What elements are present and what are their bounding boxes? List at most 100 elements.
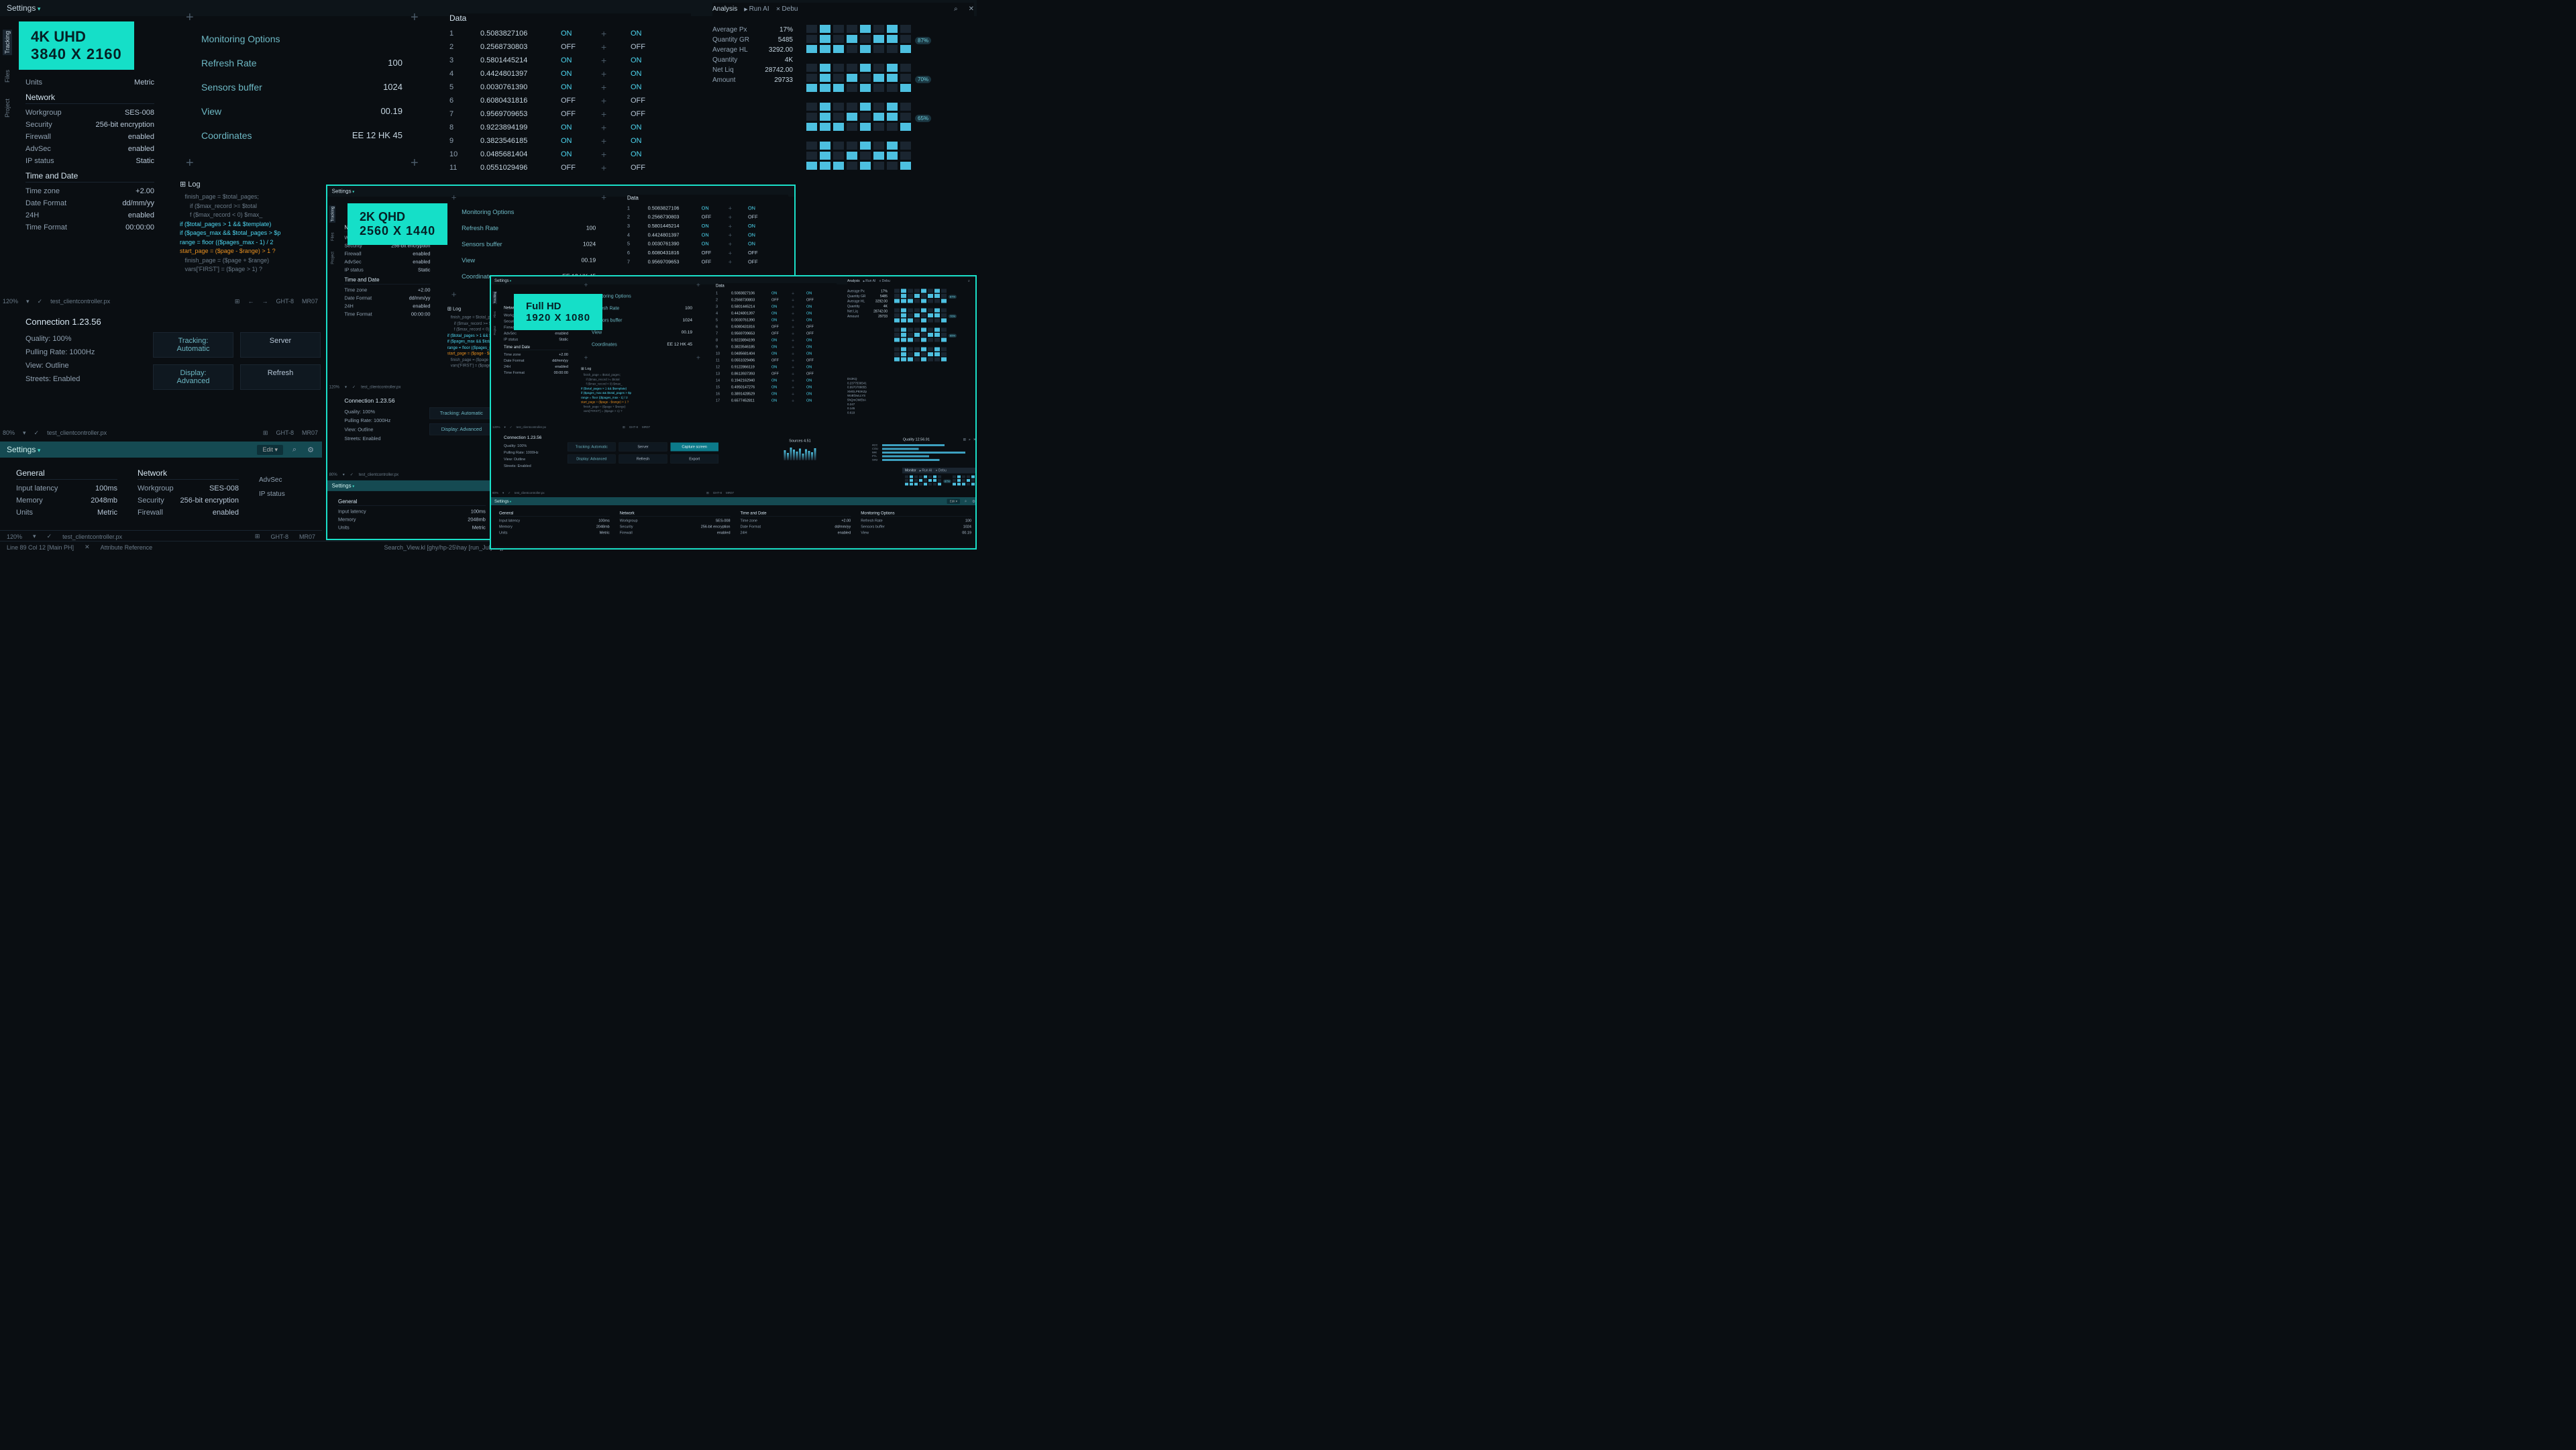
setting-row[interactable]: Memory2048mb (499, 524, 610, 530)
app-title[interactable]: Settings (7, 3, 40, 13)
resolution-badge-fhd: Full HD 1920 X 1080 (514, 294, 602, 330)
stat-row: Amount29733 (847, 314, 888, 319)
setting-row[interactable]: View00.19 (861, 530, 971, 536)
log-header: ⊞ Log (180, 180, 341, 189)
server-button[interactable]: Server (240, 332, 321, 358)
conn-row: Quality: 100% (504, 443, 554, 450)
refresh-button[interactable]: Refresh (240, 364, 321, 390)
data-row: 30.5801445214ON+ON (627, 221, 788, 230)
connection-header: Connection 1.23.56 (25, 317, 321, 327)
data-row: 10.5083827106ON+ON (449, 27, 691, 40)
data-row: 10.5083827106ON+ON (627, 204, 788, 213)
setting-row[interactable]: Date Formatdd/mm/yy (25, 197, 154, 209)
display-button[interactable]: Display: Advanced (153, 364, 233, 390)
setting-row[interactable]: Sensors buffer1024 (861, 524, 971, 530)
data-row: 90.3823546185ON+ON (716, 344, 837, 350)
setting-row[interactable]: UnitsMetric (499, 530, 610, 536)
conn-row: View: Outline (25, 359, 126, 372)
setting-row[interactable]: Firewallenabled (25, 131, 154, 143)
data-row: 110.0551029496OFF+OFF (449, 161, 691, 174)
plus-mark: + (411, 156, 419, 171)
stat-row: Quantity4K (712, 55, 793, 65)
setting-row[interactable]: Memory2048mb (338, 516, 486, 524)
status-mid: 120%▾ ✓test_clientcontroller.px ⊞←→ GHT-… (3, 295, 318, 307)
conn-row: Streets: Enabled (504, 463, 554, 470)
data-row: 30.5801445214ON+ON (449, 54, 691, 67)
data-row: 140.1942162940ON+ON (716, 377, 837, 384)
run-ai-button[interactable]: Run AI (744, 5, 769, 13)
stat-row: Quantity GR5485 (712, 35, 793, 45)
setting-row[interactable]: WorkgroupSES-008 (620, 518, 731, 524)
setting-row[interactable]: Time zone+2.00 (344, 286, 430, 294)
tab-project[interactable]: Project (3, 97, 12, 119)
setting-row[interactable]: Time zone+2.00 (25, 185, 154, 197)
setting-row[interactable]: UnitsMetric (16, 507, 117, 519)
data-row: 100.0485681404ON+ON (716, 350, 837, 357)
setting-row[interactable]: Firewallenabled (620, 530, 731, 536)
setting-row[interactable]: Time zone+2.00 (741, 518, 851, 524)
setting-row[interactable]: AdvSecenabled (25, 143, 154, 155)
data-row: 80.9223894199ON+ON (449, 121, 691, 134)
setting-row[interactable]: Security256-bit encryption (620, 524, 731, 530)
stat-row: Quantity4K (847, 304, 888, 309)
data-row: 80.9223894199ON+ON (716, 337, 837, 344)
setting-row[interactable]: Time Format00:00:00 (504, 370, 568, 376)
stat-row: Net Liq28742.00 (847, 309, 888, 315)
setting-row[interactable]: 24Henabled (504, 364, 568, 370)
setting-row[interactable]: Time Format00:00:00 (25, 221, 154, 234)
debug-button[interactable]: Debu (776, 5, 798, 13)
data-row: 10.5083827106ON+ON (716, 290, 837, 297)
data-row: 150.4950147276ON+ON (716, 384, 837, 391)
setting-row[interactable]: WorkgroupSES-008 (138, 482, 239, 495)
setting-row[interactable]: 24Henabled (344, 302, 430, 310)
setting-row[interactable]: Date Formatdd/mm/yy (344, 294, 430, 302)
setting-row[interactable]: IP statusStatic (25, 155, 154, 167)
setting-row[interactable]: Memory2048mb (16, 495, 117, 507)
search-icon[interactable]: ⌕ (290, 445, 299, 454)
setting-row[interactable]: Input latency100ms (16, 482, 117, 495)
data-row: 50.0030761390ON+ON (716, 317, 837, 323)
setting-row[interactable]: WorkgroupSES-008 (25, 107, 154, 119)
resolution-badge-2k: 2K QHD 2560 X 1440 (347, 203, 447, 245)
setting-row[interactable]: Firewallenabled (344, 250, 430, 258)
data-row: 110.0551029496OFF+OFF (716, 357, 837, 364)
status-mid2: 80%▾ ✓test_clientcontroller.px ⊞GHT-8 MR… (3, 427, 318, 439)
setting-row[interactable]: 24Henabled (741, 530, 851, 536)
setting-row[interactable]: Time Format00:00:00 (344, 310, 430, 318)
setting-row[interactable]: IP statusStatic (504, 337, 568, 343)
setting-row[interactable]: Input latency100ms (499, 518, 610, 524)
tab-tracking[interactable]: Tracking (3, 30, 12, 55)
setting-row[interactable]: UnitsMetric (338, 524, 486, 532)
frame-fhd: SettingsEdit ▾⌕⚙ TrackingFilesProject Ne… (490, 275, 977, 550)
setting-row[interactable]: AdvSecenabled (344, 258, 430, 266)
topbar-settings-accent: Settings Edit ▾ ⌕ ⚙ (0, 442, 322, 458)
tab-files[interactable]: Files (3, 68, 12, 84)
setting-row[interactable]: Time zone+2.00 (504, 352, 568, 358)
stat-row: Quantity GR5485 (847, 294, 888, 299)
data-row: 90.3823546185ON+ON (449, 134, 691, 148)
gear-icon[interactable]: ⚙ (306, 445, 315, 454)
setting-row[interactable]: Refresh Rate100 (861, 518, 971, 524)
data-row: 60.6080431816OFF+OFF (716, 323, 837, 330)
setting-row[interactable]: 24Henabled (25, 209, 154, 221)
conn-row: View: Outline (344, 425, 411, 434)
search-icon[interactable]: ⌕ (954, 5, 958, 13)
setting-row[interactable]: Security256-bit encryption (138, 495, 239, 507)
connection-panel: Connection 1.23.56 Quality: 100%Pulling … (25, 317, 321, 390)
setting-row[interactable]: AdvSecenabled (504, 331, 568, 337)
stat-row: Average HL3292.00 (712, 45, 793, 55)
setting-row[interactable]: Date Formatdd/mm/yy (504, 358, 568, 364)
setting-row[interactable]: Input latency100ms (338, 508, 486, 516)
conn-row: Quality: 100% (25, 332, 126, 346)
conn-row: Quality: 100% (344, 407, 411, 416)
setting-row[interactable]: Firewallenabled (138, 507, 239, 519)
data-row: 20.2568730803OFF+OFF (449, 40, 691, 54)
log-panel: ⊞ Log finish_page = $total_pages; if ($m… (180, 180, 341, 274)
data-row: 70.9569709653OFF+OFF (716, 330, 837, 337)
tracking-button[interactable]: Tracking: Automatic (153, 332, 233, 358)
close-icon[interactable]: ✕ (969, 5, 974, 13)
data-row: 60.6080431816OFF+OFF (627, 248, 788, 257)
setting-row[interactable]: Security256-bit encryption (25, 119, 154, 131)
setting-row[interactable]: IP statusStatic (344, 266, 430, 274)
setting-row[interactable]: Date Formatdd/mm/yy (741, 524, 851, 530)
